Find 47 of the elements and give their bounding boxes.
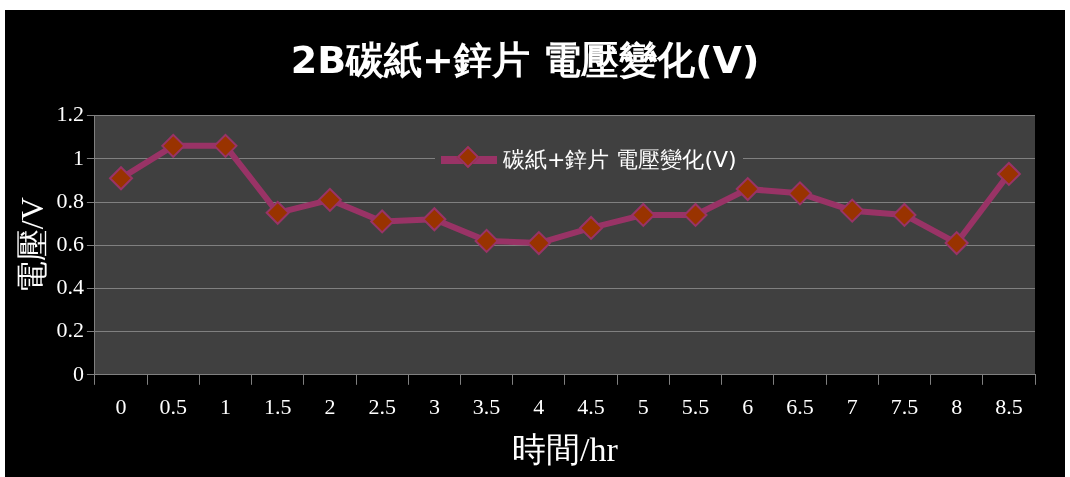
point <box>787 181 812 206</box>
x-tick-label: 4 <box>533 393 545 419</box>
point <box>474 228 499 253</box>
point <box>631 202 656 227</box>
y-axis-title: 電壓/V <box>13 197 50 294</box>
x-tick-label: 1 <box>219 393 231 419</box>
point <box>944 231 969 256</box>
chart-title: 2B碳紙+鋅片 電壓變化(V) <box>290 37 760 82</box>
y-tick-label: 0.6 <box>56 230 84 256</box>
x-tick-label: 3 <box>428 393 440 419</box>
x-tick-label: 5 <box>637 393 649 419</box>
x-tick-label: 7 <box>846 393 858 419</box>
legend-label: 碳紙+鋅片 電壓變化(V) <box>503 146 737 174</box>
y-tick-label: 0.4 <box>56 274 84 300</box>
point <box>265 200 290 225</box>
x-tick-label: 6.5 <box>786 393 814 419</box>
point <box>683 202 708 227</box>
y-tick-label: 0.2 <box>56 317 84 343</box>
y-tick-label: 1 <box>72 144 84 170</box>
y-tick-label: 1.2 <box>56 101 84 127</box>
point <box>579 215 604 240</box>
point <box>317 187 342 212</box>
point <box>892 202 917 227</box>
point <box>526 231 551 256</box>
y-tick-label: 0 <box>72 360 84 386</box>
x-tick-label: 2.5 <box>368 393 396 419</box>
point <box>370 209 395 234</box>
point <box>109 166 134 191</box>
point <box>840 198 865 223</box>
point <box>422 207 447 232</box>
x-tick-label: 4.5 <box>577 393 605 419</box>
x-tick-label: 7.5 <box>890 393 919 419</box>
x-axis-title: 時間/hr <box>512 430 619 468</box>
y-tick-label: 0.8 <box>56 187 84 213</box>
x-tick-label: 2 <box>324 393 336 419</box>
point <box>996 161 1021 186</box>
x-tick-label: 8 <box>951 393 963 419</box>
x-tick-label: 1.5 <box>263 393 292 419</box>
x-tick-label: 5.5 <box>681 393 710 419</box>
x-tick-label: 0.5 <box>159 393 187 419</box>
x-tick-label: 8.5 <box>995 393 1023 419</box>
x-tick-label: 3.5 <box>472 393 501 419</box>
x-tick-label: 0 <box>115 393 127 419</box>
x-tick-label: 6 <box>742 393 754 419</box>
point <box>161 133 186 158</box>
point <box>213 133 238 158</box>
point <box>735 177 760 202</box>
